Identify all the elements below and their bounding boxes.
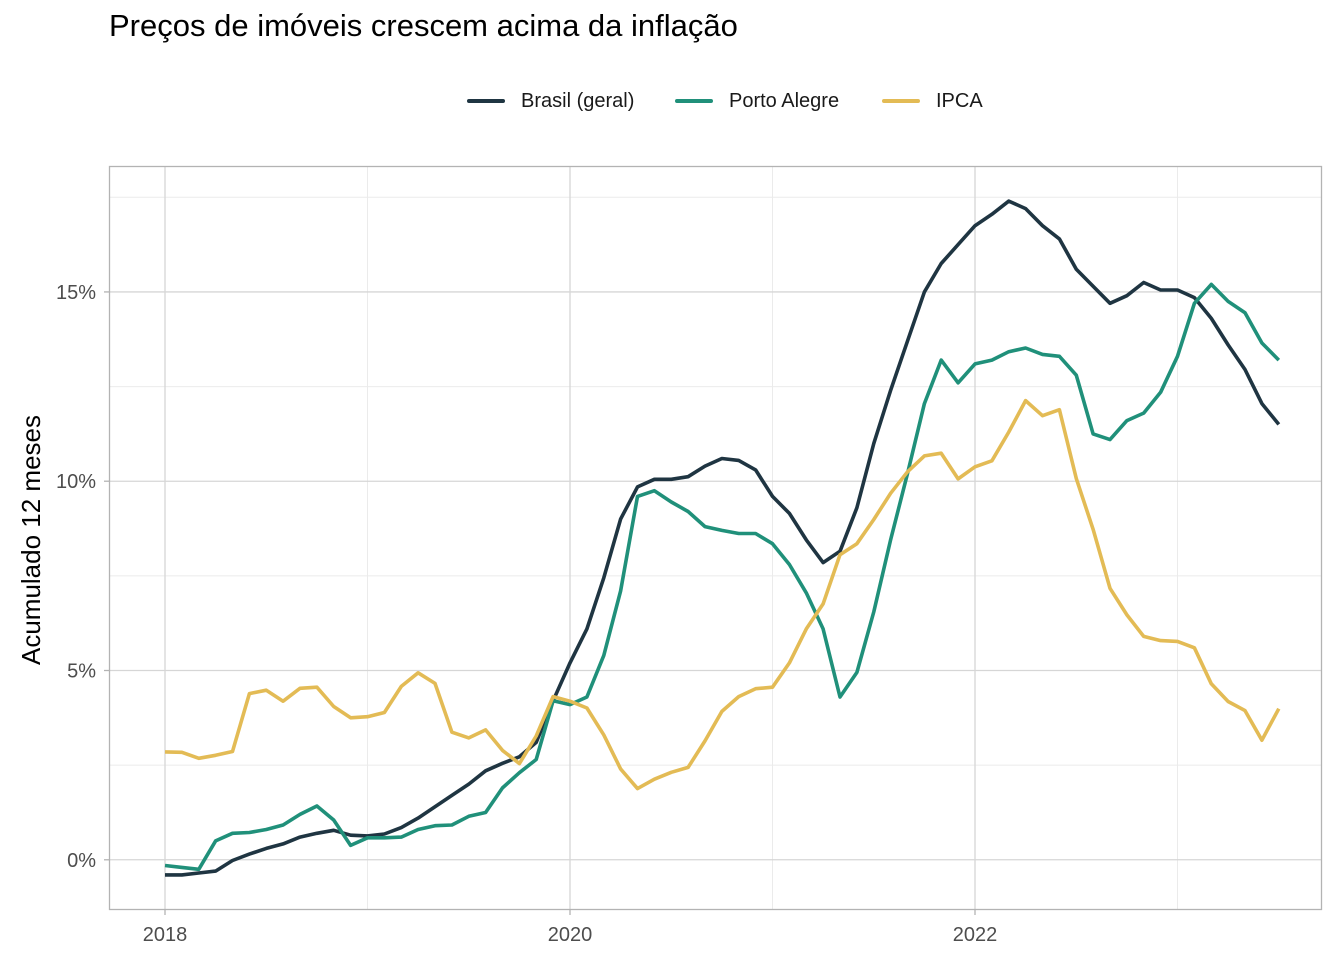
legend-label-porto-alegre: Porto Alegre bbox=[729, 89, 840, 112]
legend-key-brasil bbox=[467, 99, 505, 103]
series-line-porto-alegre bbox=[164, 282, 1281, 872]
x-axis-ticks: 2018 2020 2022 bbox=[143, 909, 998, 946]
legend-label-ipca: IPCA bbox=[936, 89, 983, 112]
y-tick-label: 0% bbox=[67, 850, 96, 872]
legend-key-ipca bbox=[882, 99, 920, 103]
x-tick-label: 2020 bbox=[548, 924, 593, 946]
legend: Brasil (geral) Porto Alegre IPCA bbox=[0, 86, 1344, 116]
legend-item-ipca: IPCA bbox=[882, 86, 983, 116]
legend-item-porto-alegre: Porto Alegre bbox=[675, 86, 839, 116]
major-gridlines bbox=[110, 167, 1321, 909]
chart-title: Preços de imóveis crescem acima da infla… bbox=[109, 8, 738, 43]
series-line-brasil-geral bbox=[165, 199, 1281, 877]
minor-gridlines bbox=[110, 167, 1321, 909]
x-tick-label: 2018 bbox=[143, 924, 188, 946]
y-tick-label: 10% bbox=[56, 471, 96, 493]
y-tick-label: 5% bbox=[67, 661, 96, 683]
series-line-ipca bbox=[164, 398, 1281, 791]
y-tick-label: 15% bbox=[56, 282, 96, 304]
legend-key-porto-alegre bbox=[675, 99, 713, 103]
x-tick-label: 2022 bbox=[953, 924, 998, 946]
y-axis-label: Acumulado 12 meses bbox=[16, 415, 46, 665]
y-axis-ticks: 0% 5% 10% 15% bbox=[56, 282, 110, 872]
legend-item-brasil: Brasil (geral) bbox=[467, 86, 634, 116]
series-lines bbox=[164, 199, 1281, 877]
legend-label-brasil: Brasil (geral) bbox=[521, 89, 635, 112]
panel-border bbox=[108, 165, 1323, 911]
